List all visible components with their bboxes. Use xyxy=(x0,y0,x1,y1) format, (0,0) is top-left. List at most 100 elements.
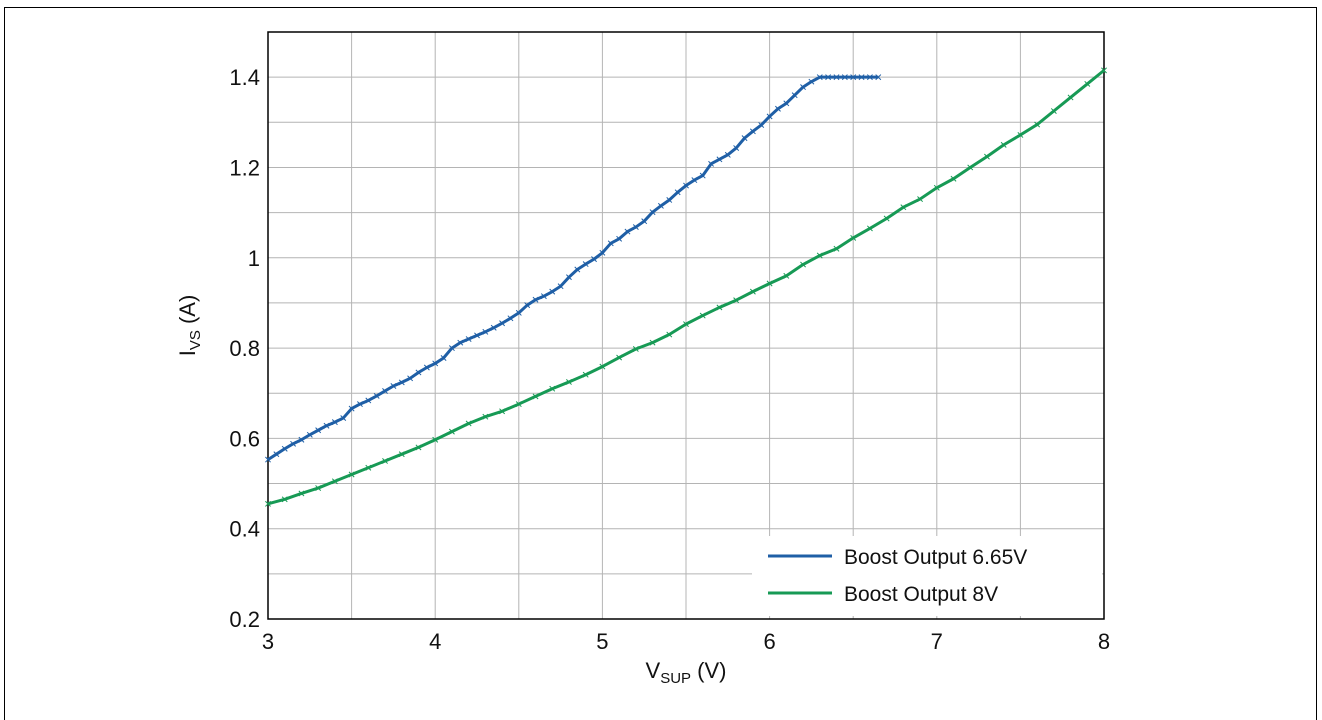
data-point-marker xyxy=(850,234,857,241)
data-point-marker xyxy=(1000,141,1007,148)
data-point-marker xyxy=(649,209,656,216)
data-point-marker xyxy=(716,156,723,163)
data-point-marker xyxy=(515,401,522,408)
data-point-marker xyxy=(549,288,556,295)
x-tick-label: 8 xyxy=(1098,629,1110,654)
figure-frame xyxy=(4,7,1317,720)
x-tick-label: 5 xyxy=(596,629,608,654)
data-point-marker xyxy=(683,321,689,328)
data-point-marker xyxy=(599,363,606,370)
data-point-marker xyxy=(616,354,623,361)
data-point-marker xyxy=(423,364,430,371)
data-point-marker xyxy=(566,378,572,385)
data-point-marker xyxy=(415,444,422,451)
data-point-marker xyxy=(281,496,288,503)
data-point-marker xyxy=(758,122,765,128)
data-point-marker xyxy=(382,388,388,394)
data-point-marker xyxy=(432,360,439,367)
legend-label-series-1: Boost Output 6.65V xyxy=(844,546,1027,569)
data-point-marker xyxy=(515,309,522,316)
data-point-marker xyxy=(883,215,890,222)
data-point-marker xyxy=(866,225,873,232)
y-axis-label-sub: VS xyxy=(187,330,204,350)
data-point-marker xyxy=(783,100,790,107)
data-point-marker xyxy=(273,451,280,458)
data-point-marker xyxy=(800,261,806,268)
y-tick-label: 0.4 xyxy=(229,517,260,542)
x-tick-label: 4 xyxy=(429,629,441,654)
data-point-marker xyxy=(265,500,271,507)
data-point-marker xyxy=(457,339,464,346)
data-point-marker xyxy=(582,261,589,268)
data-point-marker xyxy=(858,74,865,81)
data-point-marker xyxy=(775,105,781,112)
x-axis-label-main: V xyxy=(646,658,661,683)
data-point-marker xyxy=(1067,94,1074,101)
data-point-marker xyxy=(741,135,748,142)
data-point-marker xyxy=(524,302,531,309)
data-point-marker xyxy=(532,393,539,400)
y-tick-label: 1.2 xyxy=(229,155,260,180)
y-tick-label: 1 xyxy=(248,246,260,271)
data-point-marker xyxy=(448,428,455,435)
data-point-marker xyxy=(265,456,271,463)
series-1 xyxy=(265,74,882,463)
data-point-marker xyxy=(607,240,614,247)
data-point-marker xyxy=(833,74,840,81)
data-point-marker xyxy=(574,266,581,273)
y-axis-label-unit: (A) xyxy=(175,295,200,330)
data-point-marker xyxy=(624,228,631,235)
series-line xyxy=(267,75,879,461)
data-point-marker xyxy=(967,164,974,171)
data-point-marker xyxy=(866,74,873,81)
data-point-marker xyxy=(281,445,288,452)
data-point-marker xyxy=(315,427,322,434)
data-point-marker xyxy=(699,312,706,319)
data-point-marker xyxy=(591,256,597,263)
x-tick-label: 3 xyxy=(262,629,274,654)
data-point-marker xyxy=(674,189,681,196)
data-point-marker xyxy=(716,304,723,311)
data-point-marker xyxy=(566,274,572,281)
data-point-marker xyxy=(298,436,305,443)
legend-label-series-2: Boost Output 8V xyxy=(844,583,998,606)
series-layer xyxy=(265,67,1107,507)
data-point-marker xyxy=(398,451,405,458)
data-point-marker xyxy=(649,339,656,346)
y-tick-label: 0.2 xyxy=(229,607,260,632)
data-point-marker xyxy=(298,490,305,497)
data-point-marker xyxy=(365,397,372,404)
data-point-marker xyxy=(490,324,497,331)
data-point-marker xyxy=(482,328,489,335)
data-point-marker xyxy=(582,371,589,378)
y-axis-label: IVS (A) xyxy=(175,295,204,357)
x-tick-label: 6 xyxy=(763,629,775,654)
x-axis-label-unit: (V) xyxy=(691,658,726,683)
y-tick-label: 0.6 xyxy=(229,426,260,451)
data-point-marker xyxy=(724,151,731,158)
data-point-marker xyxy=(365,464,372,471)
x-axis-label: VSUP (V) xyxy=(646,658,727,687)
y-tick-label: 1.4 xyxy=(229,65,260,90)
grid xyxy=(268,32,1104,619)
data-point-marker xyxy=(315,485,322,492)
data-point-marker xyxy=(850,74,857,81)
x-tick-label: 7 xyxy=(931,629,943,654)
data-point-marker xyxy=(841,74,848,81)
data-point-marker xyxy=(398,379,405,386)
data-point-marker xyxy=(482,413,489,420)
data-point-marker xyxy=(599,249,606,256)
data-point-marker xyxy=(1101,67,1107,74)
data-point-marker xyxy=(1050,108,1057,114)
data-point-marker xyxy=(474,332,480,339)
data-point-marker xyxy=(683,182,689,189)
data-point-marker xyxy=(800,84,806,91)
data-point-marker xyxy=(733,145,740,151)
data-point-marker xyxy=(733,297,740,304)
data-point-marker xyxy=(749,128,756,135)
data-point-marker xyxy=(666,197,673,203)
data-point-marker xyxy=(632,346,639,352)
legend-box xyxy=(752,536,1102,616)
series-2 xyxy=(265,67,1107,507)
